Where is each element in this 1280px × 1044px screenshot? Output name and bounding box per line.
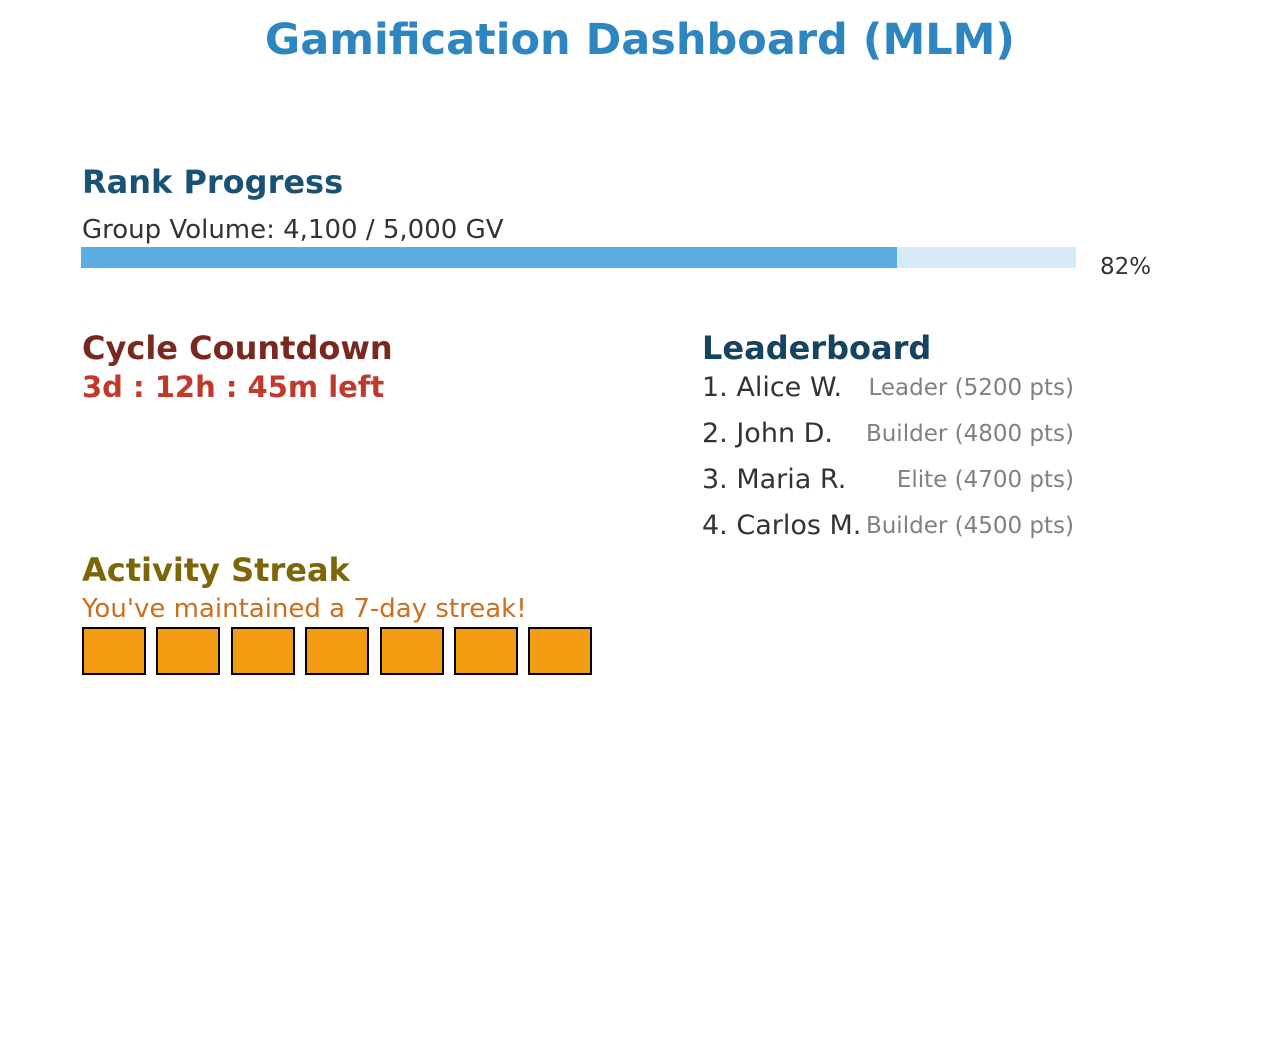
leaderboard-entry: 4. Carlos M. Builder (4500 pts) bbox=[702, 509, 1074, 543]
leaderboard-entry-detail: Elite (4700 pts) bbox=[896, 467, 1074, 493]
streak-day-boxes bbox=[82, 627, 592, 675]
rank-progress-bar bbox=[81, 247, 1076, 268]
streak-day-box bbox=[305, 627, 369, 675]
leaderboard-entry-detail: Builder (4800 pts) bbox=[865, 421, 1074, 447]
leaderboard-entry: 2. John D. Builder (4800 pts) bbox=[702, 417, 1074, 451]
leaderboard-entry-detail: Builder (4500 pts) bbox=[865, 513, 1074, 539]
streak-day-box bbox=[156, 627, 220, 675]
rank-progress-fill bbox=[81, 247, 897, 268]
cycle-countdown-heading: Cycle Countdown bbox=[82, 329, 393, 367]
rank-progress-heading: Rank Progress bbox=[82, 163, 344, 201]
activity-streak-message: You've maintained a 7-day streak! bbox=[82, 594, 527, 624]
rank-progress-percent: 82% bbox=[1100, 254, 1152, 280]
group-volume-text: Group Volume: 4,100 / 5,000 GV bbox=[82, 215, 504, 245]
streak-day-box bbox=[380, 627, 444, 675]
streak-day-box bbox=[528, 627, 592, 675]
streak-day-box bbox=[231, 627, 295, 675]
streak-day-box bbox=[454, 627, 518, 675]
streak-day-box bbox=[82, 627, 146, 675]
leaderboard-entry-name: 4. Carlos M. bbox=[702, 510, 862, 541]
leaderboard-heading: Leaderboard bbox=[702, 329, 932, 367]
activity-streak-heading: Activity Streak bbox=[82, 551, 350, 589]
page-title: Gamification Dashboard (MLM) bbox=[264, 15, 1016, 65]
leaderboard-entry-name: 2. John D. bbox=[702, 418, 834, 449]
leaderboard-entry: 1. Alice W. Leader (5200 pts) bbox=[702, 371, 1074, 405]
cycle-countdown-value: 3d : 12h : 45m left bbox=[82, 370, 385, 404]
leaderboard-entry-detail: Leader (5200 pts) bbox=[868, 375, 1074, 401]
leaderboard-entry-name: 1. Alice W. bbox=[702, 372, 843, 403]
leaderboard-entry-name: 3. Maria R. bbox=[702, 464, 847, 495]
leaderboard-entry: 3. Maria R. Elite (4700 pts) bbox=[702, 463, 1074, 497]
